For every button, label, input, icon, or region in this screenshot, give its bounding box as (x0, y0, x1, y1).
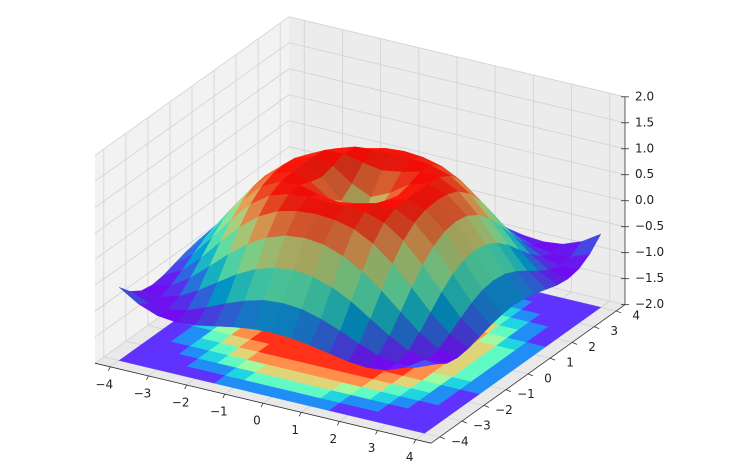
grid-line (288, 68, 626, 150)
z-tick-label: −0.5 (635, 219, 664, 233)
tick-mark (571, 342, 578, 345)
grid-line (288, 16, 626, 98)
tick-mark (260, 403, 264, 408)
x-tick-label: 2 (330, 432, 338, 446)
tick-mark (298, 412, 302, 417)
y-tick-label: 0 (544, 371, 552, 385)
y-tick-label: −4 (451, 434, 469, 448)
tick-mark (549, 357, 556, 361)
axis-line (94, 362, 432, 444)
z-tick-label: 1.0 (635, 141, 654, 155)
x-tick-label: 3 (368, 441, 376, 455)
surface-cell (405, 359, 437, 368)
x-tick-label: 0 (253, 414, 261, 428)
x-tick-label: −3 (134, 386, 152, 400)
grid-line (94, 120, 290, 260)
x-tick-label: −2 (172, 396, 190, 410)
axis-line (430, 304, 626, 444)
grid-line (94, 94, 290, 234)
x-tick-label: −4 (95, 377, 113, 391)
y-tick-label: 3 (610, 324, 618, 338)
tick-mark (505, 389, 512, 393)
grid-line (94, 68, 290, 208)
tick-mark (483, 405, 490, 408)
tick-mark (107, 366, 111, 372)
tick-mark (439, 436, 445, 440)
tick-mark (527, 373, 534, 377)
z-tick-label: −1.5 (635, 271, 664, 285)
contour-cell (570, 302, 602, 316)
y-tick-label: 1 (566, 356, 574, 370)
x-tick-label: −1 (210, 405, 228, 419)
y-tick-label: 4 (632, 308, 640, 322)
grid-line (288, 42, 626, 124)
z-tick-label: 1.5 (635, 115, 654, 129)
y-tick-label: −3 (473, 419, 491, 433)
z-tick-label: −1.0 (635, 245, 664, 259)
y-tick-label: 2 (588, 340, 596, 354)
tick-mark (593, 326, 600, 330)
tick-mark (616, 310, 622, 314)
grid-line (288, 120, 626, 202)
tick-mark (375, 430, 378, 435)
y-tick-label: −2 (495, 403, 513, 417)
z-tick-label: −2.0 (635, 297, 664, 311)
y-tick-label: −1 (517, 387, 535, 401)
tick-mark (461, 420, 468, 424)
grid-line (94, 146, 290, 286)
x-tick-label: 4 (406, 450, 414, 464)
tick-mark (146, 375, 149, 381)
z-tick-label: 0.0 (635, 193, 654, 207)
z-tick-label: 2.0 (635, 89, 654, 103)
tick-mark (222, 393, 226, 399)
grid-line (288, 94, 626, 176)
grid-line (94, 42, 290, 182)
tick-mark (184, 384, 187, 390)
x-tick-label: 1 (291, 423, 299, 437)
z-tick-label: 0.5 (635, 167, 654, 181)
grid-line (94, 16, 290, 156)
tick-mark (413, 439, 417, 444)
tick-mark (337, 421, 340, 426)
